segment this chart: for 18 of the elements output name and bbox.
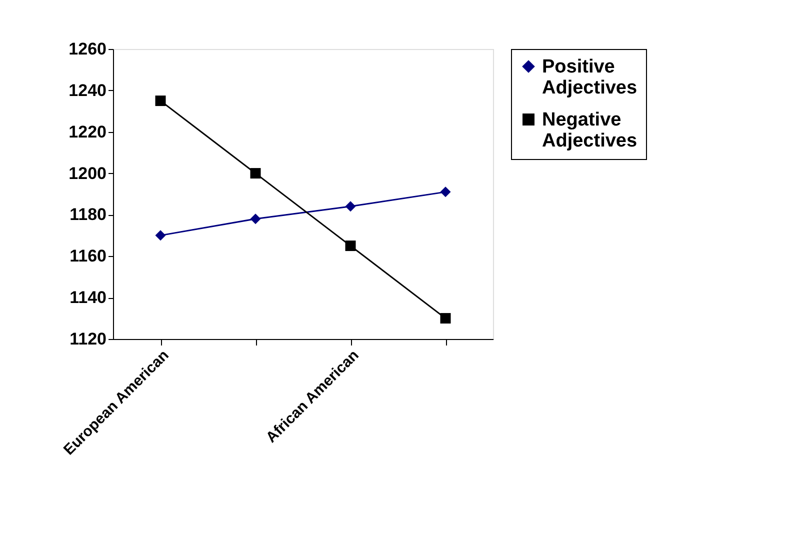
point bbox=[440, 313, 451, 324]
point bbox=[155, 96, 166, 106]
point bbox=[250, 168, 261, 179]
y-tick-label: 1180 bbox=[70, 205, 106, 224]
y-tick-label: 1260 bbox=[68, 40, 106, 58]
point bbox=[345, 201, 356, 212]
point bbox=[250, 214, 261, 224]
point bbox=[155, 230, 166, 241]
y-tick-label: 1240 bbox=[68, 80, 106, 100]
y-tick-label: 1120 bbox=[70, 330, 106, 348]
y-tick-label: 1220 bbox=[68, 122, 106, 142]
y-tick-label: 1160 bbox=[70, 246, 106, 266]
y-tick-label: 1140 bbox=[70, 288, 106, 308]
legend-label: Positive Adjectives bbox=[542, 56, 638, 98]
legend-label: Negative Adjectives bbox=[542, 110, 638, 152]
y-tick-label: 1200 bbox=[68, 164, 106, 183]
point bbox=[440, 186, 451, 198]
point bbox=[345, 240, 356, 252]
